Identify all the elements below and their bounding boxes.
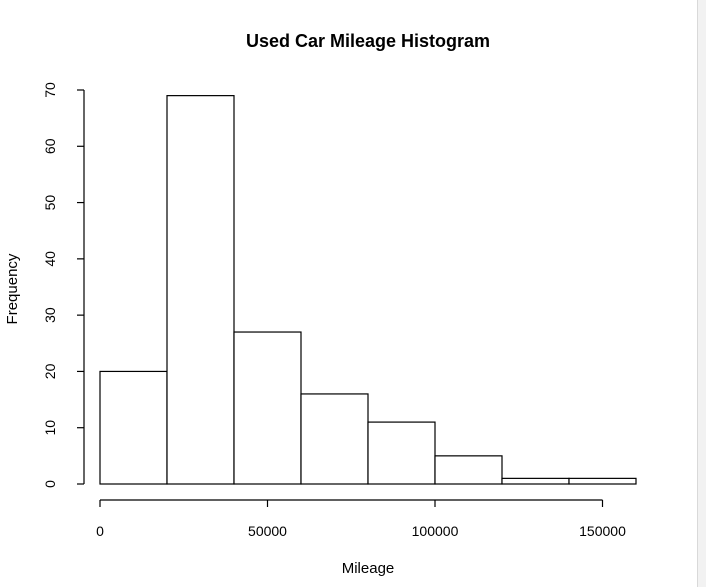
histogram-bar (501, 477, 570, 485)
bars-group (99, 95, 637, 485)
y-tick-label: 70 (42, 82, 58, 98)
y-axis-label: Frequency (4, 253, 21, 324)
histogram-bar (300, 393, 369, 485)
y-tick-label: 10 (42, 420, 58, 436)
histogram-bar (233, 331, 302, 485)
x-tick-label: 0 (96, 523, 104, 539)
x-axis: 0 50000 100000 150000 (96, 499, 626, 539)
histogram-bar (434, 455, 503, 485)
histogram-bar (367, 421, 436, 485)
y-tick-label: 0 (42, 480, 58, 488)
chart-title: Used Car Mileage Histogram (246, 31, 490, 51)
x-tick-label: 50000 (248, 523, 287, 539)
histogram-bar (166, 95, 235, 485)
y-tick-label: 60 (42, 138, 58, 154)
histogram-bar (99, 370, 168, 485)
x-axis-label: Mileage (342, 560, 395, 577)
x-tick-label: 150000 (579, 523, 626, 539)
window-edge (697, 0, 706, 587)
y-tick-label: 30 (42, 307, 58, 323)
histogram-bar (568, 477, 637, 485)
y-axis: 0 10 20 30 40 50 60 70 (42, 82, 85, 488)
y-tick-label: 40 (42, 251, 58, 267)
x-tick-label: 100000 (412, 523, 459, 539)
y-tick-label: 20 (42, 363, 58, 379)
y-tick-label: 50 (42, 195, 58, 211)
